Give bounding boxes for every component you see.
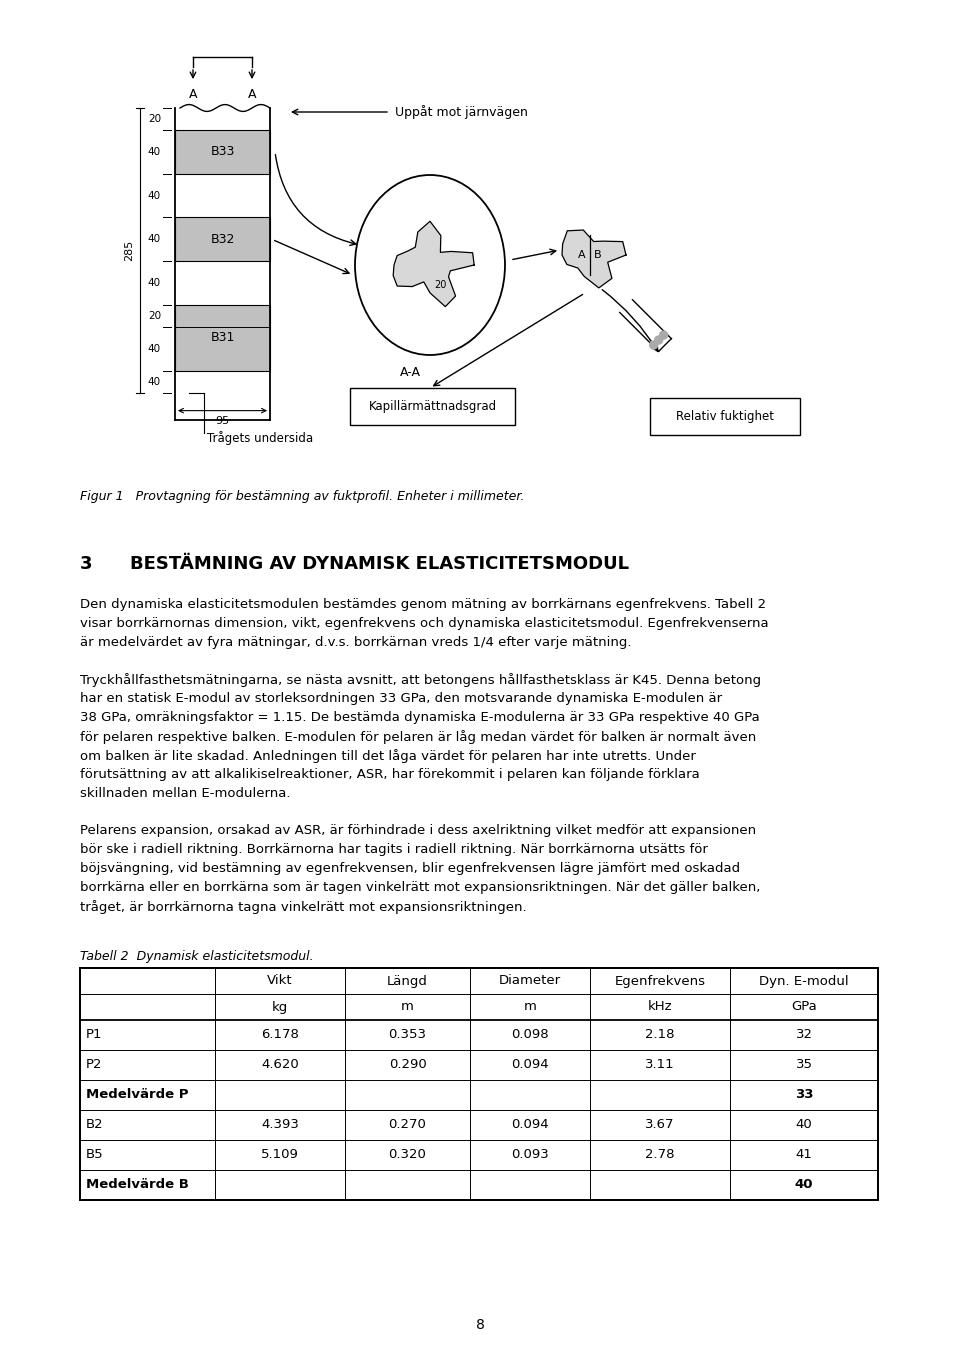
Text: 20: 20 <box>434 280 446 290</box>
Text: 32: 32 <box>796 1029 812 1041</box>
Text: Relativ fuktighet: Relativ fuktighet <box>676 410 774 423</box>
Bar <box>175 305 270 371</box>
Text: 0.290: 0.290 <box>389 1059 426 1071</box>
Text: 95: 95 <box>215 416 229 425</box>
Bar <box>80 969 878 1200</box>
Text: Dyn. E-modul: Dyn. E-modul <box>759 974 849 988</box>
Text: 20: 20 <box>148 114 161 124</box>
Text: Egenfrekvens: Egenfrekvens <box>614 974 706 988</box>
Text: 35: 35 <box>796 1059 812 1071</box>
Text: 0.270: 0.270 <box>389 1119 426 1131</box>
Text: 0.098: 0.098 <box>511 1029 549 1041</box>
Text: är medelvärdet av fyra mätningar, d.v.s. borrkärnan vreds 1/4 efter varje mätnin: är medelvärdet av fyra mätningar, d.v.s.… <box>80 636 632 648</box>
Text: skillnaden mellan E-modulerna.: skillnaden mellan E-modulerna. <box>80 787 291 800</box>
Text: B2: B2 <box>86 1119 104 1131</box>
Text: 40: 40 <box>148 278 161 289</box>
Text: Medelvärde B: Medelvärde B <box>86 1178 189 1192</box>
Text: B: B <box>594 250 602 260</box>
Text: 4.393: 4.393 <box>261 1119 299 1131</box>
Text: 0.353: 0.353 <box>389 1029 426 1041</box>
Text: 40: 40 <box>148 234 161 245</box>
Text: för pelaren respektive balken. E-modulen för pelaren är låg medan värdet för bal: för pelaren respektive balken. E-modulen… <box>80 731 756 744</box>
Bar <box>175 130 270 174</box>
Text: 40: 40 <box>148 146 161 157</box>
Text: Den dynamiska elasticitetsmodulen bestämdes genom mätning av borrkärnans egenfre: Den dynamiska elasticitetsmodulen bestäm… <box>80 598 766 611</box>
Text: 4.620: 4.620 <box>261 1059 299 1071</box>
Text: kg: kg <box>272 1000 288 1014</box>
Text: Trågets undersida: Trågets undersida <box>207 431 313 445</box>
Text: A: A <box>189 89 197 101</box>
Circle shape <box>650 341 658 349</box>
Text: bör ske i radiell riktning. Borrkärnorna har tagits i radiell riktning. När borr: bör ske i radiell riktning. Borrkärnorna… <box>80 843 708 856</box>
Text: P1: P1 <box>86 1029 103 1041</box>
Text: 0.094: 0.094 <box>511 1119 549 1131</box>
Text: B32: B32 <box>210 233 234 246</box>
Text: 0.094: 0.094 <box>511 1059 549 1071</box>
Text: Längd: Längd <box>387 974 428 988</box>
Text: 0.093: 0.093 <box>511 1149 549 1161</box>
Text: B33: B33 <box>210 145 234 159</box>
Text: A: A <box>248 89 256 101</box>
Text: m: m <box>523 1000 537 1014</box>
Text: 5.109: 5.109 <box>261 1149 299 1161</box>
Text: visar borrkärnornas dimension, vikt, egenfrekvens och dynamiska elasticitetsmodu: visar borrkärnornas dimension, vikt, ege… <box>80 617 769 631</box>
Text: Vikt: Vikt <box>267 974 293 988</box>
Text: Diameter: Diameter <box>499 974 561 988</box>
Text: 40: 40 <box>148 190 161 201</box>
Bar <box>350 389 515 425</box>
Text: 3: 3 <box>80 555 92 573</box>
Text: kHz: kHz <box>648 1000 672 1014</box>
Text: 40: 40 <box>795 1178 813 1192</box>
Text: GPa: GPa <box>791 1000 817 1014</box>
Text: B31: B31 <box>210 331 234 345</box>
Text: tråget, är borrkärnorna tagna vinkelrätt mot expansionsriktningen.: tråget, är borrkärnorna tagna vinkelrätt… <box>80 900 527 914</box>
Text: 38 GPa, omräkningsfaktor = 1.15. De bestämda dynamiska E-modulerna är 33 GPa res: 38 GPa, omräkningsfaktor = 1.15. De best… <box>80 711 759 724</box>
Text: Medelvärde P: Medelvärde P <box>86 1089 188 1101</box>
Text: om balken är lite skadad. Anledningen till det låga värdet för pelaren har inte : om balken är lite skadad. Anledningen ti… <box>80 750 696 763</box>
Text: BESTÄMNING AV DYNAMISK ELASTICITETSMODUL: BESTÄMNING AV DYNAMISK ELASTICITETSMODUL <box>130 555 629 573</box>
Text: 40: 40 <box>796 1119 812 1131</box>
Text: 3.11: 3.11 <box>645 1059 675 1071</box>
Text: P2: P2 <box>86 1059 103 1071</box>
Text: Figur 1   Provtagning för bestämning av fuktprofil. Enheter i millimeter.: Figur 1 Provtagning för bestämning av fu… <box>80 490 524 503</box>
Text: A: A <box>578 250 586 260</box>
Text: 20: 20 <box>148 311 161 321</box>
Text: 6.178: 6.178 <box>261 1029 299 1041</box>
Text: B5: B5 <box>86 1149 104 1161</box>
Text: 3.67: 3.67 <box>645 1119 675 1131</box>
Text: 0.320: 0.320 <box>389 1149 426 1161</box>
Text: Tabell 2  Dynamisk elasticitetsmodul.: Tabell 2 Dynamisk elasticitetsmodul. <box>80 949 314 963</box>
Text: 8: 8 <box>475 1317 485 1332</box>
Polygon shape <box>394 222 474 306</box>
Text: Uppåt mot järnvägen: Uppåt mot järnvägen <box>395 105 528 119</box>
Text: böjsvängning, vid bestämning av egenfrekvensen, blir egenfrekvensen lägre jämför: böjsvängning, vid bestämning av egenfrek… <box>80 862 740 876</box>
Text: 40: 40 <box>148 343 161 354</box>
Text: A-A: A-A <box>399 367 420 379</box>
Text: 33: 33 <box>795 1089 813 1101</box>
Ellipse shape <box>355 175 505 356</box>
Polygon shape <box>562 230 626 287</box>
Circle shape <box>655 337 662 343</box>
Text: Pelarens expansion, orsakad av ASR, är förhindrade i dess axelriktning vilket me: Pelarens expansion, orsakad av ASR, är f… <box>80 824 756 837</box>
Text: Kapillärmättnadsgrad: Kapillärmättnadsgrad <box>369 399 496 413</box>
Text: 285: 285 <box>124 239 134 261</box>
Text: förutsättning av att alkalikiselreaktioner, ASR, har förekommit i pelaren kan fö: förutsättning av att alkalikiselreaktion… <box>80 767 700 781</box>
Text: m: m <box>401 1000 414 1014</box>
Text: borrkärna eller en borrkärna som är tagen vinkelrätt mot expansionsriktningen. N: borrkärna eller en borrkärna som är tage… <box>80 881 760 895</box>
Text: 2.78: 2.78 <box>645 1149 675 1161</box>
Text: Tryckhållfasthetsmätningarna, se nästa avsnitt, att betongens hållfasthetsklass : Tryckhållfasthetsmätningarna, se nästa a… <box>80 673 761 687</box>
Text: 41: 41 <box>796 1149 812 1161</box>
Circle shape <box>660 331 667 339</box>
Text: 2.18: 2.18 <box>645 1029 675 1041</box>
Bar <box>175 218 270 261</box>
Text: har en statisk E-modul av storleksordningen 33 GPa, den motsvarande dynamiska E-: har en statisk E-modul av storleksordnin… <box>80 692 722 705</box>
Bar <box>650 398 800 435</box>
Text: 40: 40 <box>148 376 161 387</box>
